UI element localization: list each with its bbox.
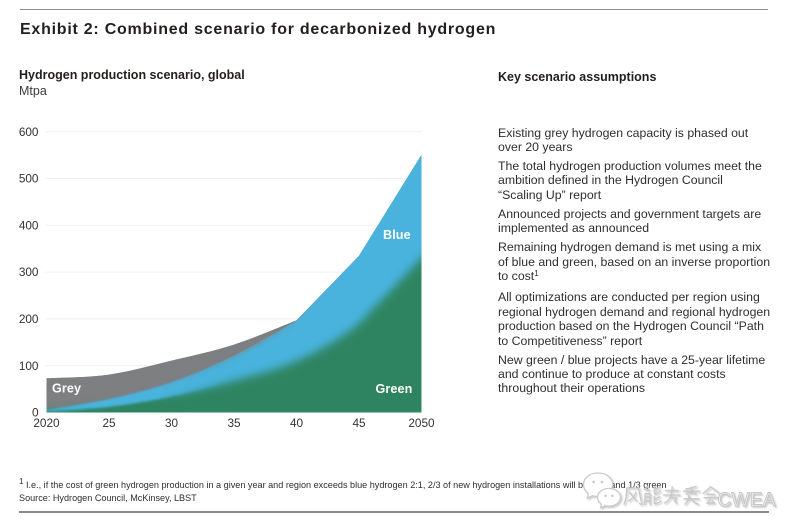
svg-text:45: 45 [352, 416, 366, 430]
svg-text:25: 25 [102, 416, 116, 430]
svg-text:Grey: Grey [52, 382, 81, 396]
svg-text:400: 400 [19, 218, 39, 232]
svg-text:2020: 2020 [33, 416, 60, 430]
svg-text:0: 0 [32, 406, 39, 420]
svg-text:500: 500 [19, 172, 39, 186]
svg-text:600: 600 [19, 125, 39, 139]
svg-text:Green: Green [376, 382, 413, 396]
svg-text:2050: 2050 [408, 416, 435, 430]
svg-text:30: 30 [165, 416, 179, 430]
svg-text:300: 300 [19, 265, 39, 279]
svg-text:100: 100 [19, 359, 39, 373]
svg-text:40: 40 [290, 416, 304, 430]
svg-text:Blue: Blue [383, 228, 411, 242]
svg-text:35: 35 [227, 416, 241, 430]
svg-text:CWEA: CWEA [718, 490, 776, 511]
svg-text:200: 200 [19, 312, 39, 326]
